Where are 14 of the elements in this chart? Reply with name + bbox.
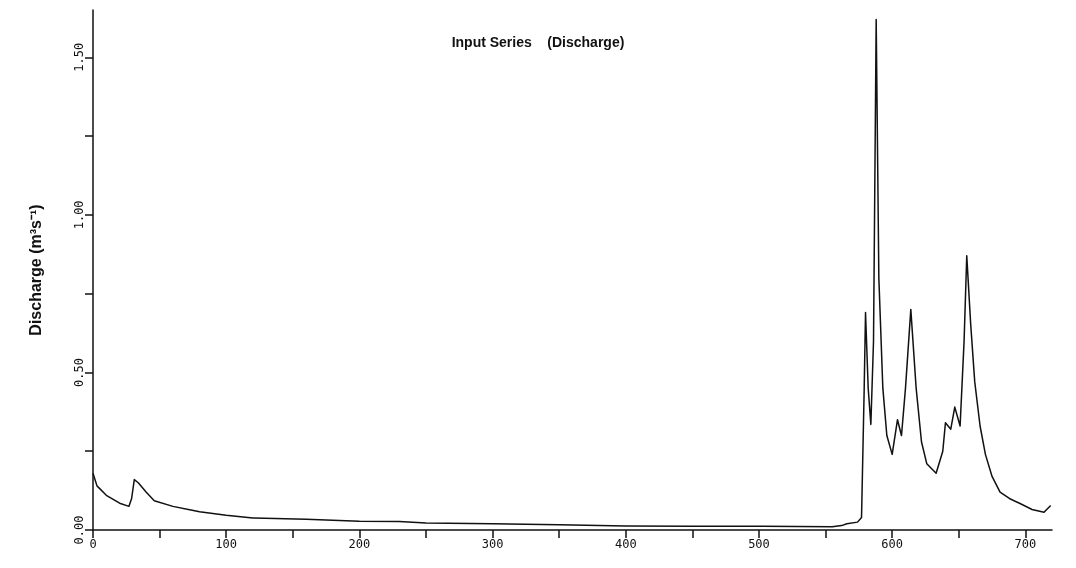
- x-tick-label: 700: [1014, 537, 1037, 551]
- x-tick-label: 500: [748, 537, 770, 551]
- x-tick-label: 0: [89, 537, 97, 551]
- x-tick-label: 100: [215, 537, 238, 551]
- y-tick-label: 0.00: [72, 515, 86, 545]
- x-tick-label: 600: [881, 537, 904, 551]
- x-tick-label: 200: [348, 537, 371, 551]
- y-tick-label: 1.00: [72, 200, 86, 230]
- x-tick-label: 400: [614, 537, 637, 551]
- y-tick-label: 0.50: [72, 357, 86, 387]
- text: Input Series (Discharge): [451, 34, 625, 50]
- x-tick-label: 300: [481, 537, 504, 551]
- y-axis-title: Discharge (m³s⁻¹): [26, 204, 44, 336]
- y-tick-label: 1.50: [72, 42, 86, 72]
